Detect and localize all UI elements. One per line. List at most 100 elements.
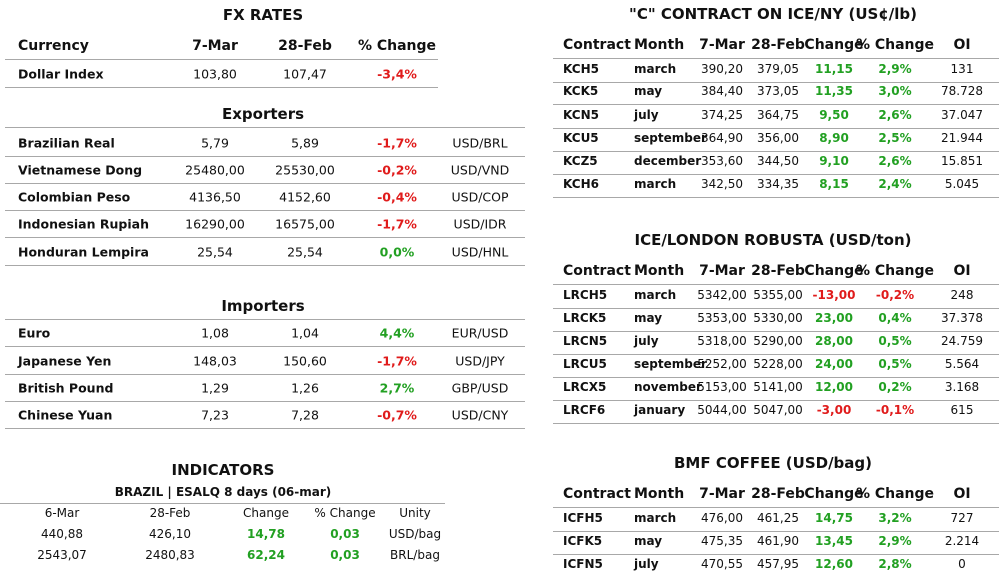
separator (553, 354, 999, 355)
separator (5, 401, 525, 402)
cell: 2,6% (878, 154, 912, 168)
cell: 0,0% (379, 244, 415, 260)
cell: may (634, 84, 663, 98)
cell: EUR/USD (451, 325, 509, 341)
cell: KCN5 (563, 108, 599, 122)
cell: KCH5 (563, 62, 599, 76)
cell: march (634, 511, 677, 525)
column-header: OI (953, 263, 971, 279)
cell: 440,88 (41, 527, 83, 541)
cell: july (634, 108, 659, 122)
cell: 373,05 (757, 84, 799, 98)
cell: 426,10 (149, 527, 191, 541)
cell: 12,00 (815, 380, 853, 394)
subtitle: BRAZIL | ESALQ 8 days (06-mar) (114, 485, 332, 499)
cell: 5252,00 (697, 357, 747, 371)
cell: 1,29 (201, 380, 229, 396)
cell: july (634, 557, 659, 571)
separator (553, 197, 999, 198)
cell: 5355,00 (753, 288, 803, 302)
cell: BRL/bag (390, 548, 440, 562)
column-header: Change (804, 37, 864, 53)
cell: 2,9% (878, 534, 912, 548)
separator (553, 554, 999, 555)
cell: 9,50 (819, 108, 849, 122)
cell: Chinese Yuan (18, 407, 113, 423)
cell: -0,7% (377, 407, 417, 423)
cell: july (634, 334, 659, 348)
column-header: Month (634, 486, 685, 502)
cell: 5141,00 (753, 380, 803, 394)
cell: 390,20 (701, 62, 743, 76)
cell: 8,90 (819, 131, 849, 145)
cell: 5047,00 (753, 403, 803, 417)
cell: 25530,00 (275, 162, 335, 178)
cell: 384,40 (701, 84, 743, 98)
column-header: OI (953, 486, 971, 502)
cell: 4152,60 (279, 189, 331, 205)
separator (553, 400, 999, 401)
cell: 0 (958, 557, 966, 571)
cell: 16575,00 (275, 216, 335, 232)
cell: Japanese Yen (18, 353, 112, 369)
section-title: BMF COFFEE (USD/bag) (673, 454, 873, 472)
cell: 5228,00 (753, 357, 803, 371)
cell: 5290,00 (753, 334, 803, 348)
cell: 0,5% (878, 334, 912, 348)
column-header: Month (634, 37, 685, 53)
cell: 615 (950, 403, 974, 417)
column-header: Contract (563, 486, 631, 502)
cell: Colombian Peso (18, 189, 131, 205)
cell: 37.378 (941, 311, 983, 325)
cell: 3.168 (944, 380, 980, 394)
column-header: 7-Mar (699, 263, 745, 279)
cell: 470,55 (701, 557, 743, 571)
section-title: "C" CONTRACT ON ICE/NY (US¢/lb) (629, 5, 917, 23)
cell: 78.728 (941, 84, 983, 98)
separator (5, 127, 525, 128)
separator (5, 374, 525, 375)
separator (553, 174, 999, 175)
cell: 5044,00 (697, 403, 747, 417)
section-title: ICE/LONDON ROBUSTA (USD/ton) (634, 231, 912, 249)
cell: 21.944 (941, 131, 983, 145)
cell: ICFK5 (563, 534, 603, 548)
cell: 14,75 (815, 511, 853, 525)
column-header: 7-Mar (699, 486, 745, 502)
separator (5, 265, 525, 266)
separator (5, 237, 525, 238)
column-header: Month (634, 263, 685, 279)
cell: 16290,00 (185, 216, 245, 232)
cell: 2,9% (878, 62, 912, 76)
cell: KCK5 (563, 84, 599, 98)
cell: USD/JPY (455, 353, 505, 369)
cell: 11,35 (815, 84, 853, 98)
section-title: INDICATORS (171, 461, 275, 479)
cell: -1,7% (377, 216, 417, 232)
cell: 2,6% (878, 108, 912, 122)
separator (553, 104, 999, 105)
cell: KCU5 (563, 131, 599, 145)
cell: 24,00 (815, 357, 853, 371)
cell: may (634, 534, 663, 548)
cell: january (634, 403, 686, 417)
cell: -13,00 (812, 288, 856, 302)
cell: 461,90 (757, 534, 799, 548)
separator (553, 82, 999, 83)
cell: 0,2% (878, 380, 912, 394)
cell: USD/bag (388, 527, 442, 541)
cell: 5,89 (291, 135, 319, 151)
cell: 25480,00 (185, 162, 245, 178)
cell: 5330,00 (753, 311, 803, 325)
cell: LRCU5 (563, 357, 607, 371)
column-header: 28-Feb (751, 37, 805, 53)
cell: USD/IDR (453, 216, 507, 232)
column-header: % Change (855, 37, 935, 53)
cell: 461,25 (757, 511, 799, 525)
cell: 15.851 (941, 154, 983, 168)
separator (0, 503, 445, 504)
cell: 148,03 (193, 353, 237, 369)
separator (5, 346, 525, 347)
cell: 2.214 (944, 534, 980, 548)
